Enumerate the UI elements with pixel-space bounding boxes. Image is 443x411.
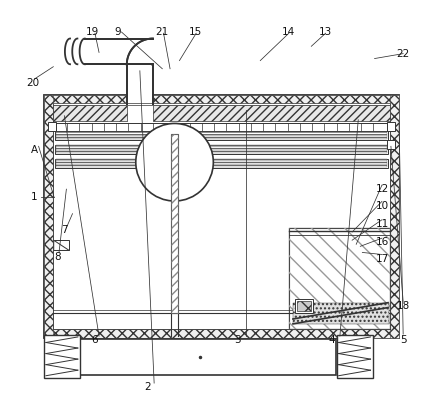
Text: 1: 1 (31, 192, 38, 202)
Bar (289, 228, 390, 329)
Text: 2: 2 (145, 382, 152, 392)
Bar (56, 132, 387, 139)
Polygon shape (54, 240, 69, 250)
Text: 22: 22 (396, 49, 410, 60)
Bar (387, 140, 395, 149)
Bar (55, 159, 388, 168)
Text: 4: 4 (328, 335, 335, 345)
Text: 7: 7 (61, 225, 68, 235)
Bar (48, 122, 56, 131)
Text: 16: 16 (376, 237, 389, 247)
Bar (56, 159, 387, 167)
Bar (44, 95, 53, 338)
Bar (44, 335, 80, 378)
Text: 15: 15 (188, 27, 202, 37)
Text: 9: 9 (114, 27, 120, 37)
Bar (44, 329, 399, 338)
Bar (153, 105, 390, 120)
Bar (171, 134, 178, 313)
Bar (295, 298, 313, 313)
Text: 12: 12 (376, 184, 389, 194)
Text: A: A (31, 145, 38, 155)
Bar (55, 145, 388, 154)
Text: 20: 20 (26, 78, 39, 88)
Bar (293, 302, 389, 324)
Bar (44, 95, 399, 338)
Text: 17: 17 (376, 254, 389, 263)
Text: 8: 8 (54, 252, 61, 261)
Text: 3: 3 (234, 335, 241, 345)
Bar (126, 38, 154, 65)
Circle shape (136, 123, 214, 201)
Text: 10: 10 (376, 201, 389, 210)
Bar (53, 104, 390, 329)
Bar (390, 95, 399, 338)
Bar (53, 103, 390, 105)
Text: 11: 11 (376, 219, 389, 229)
Bar (85, 38, 153, 64)
Bar (53, 105, 127, 120)
Text: 18: 18 (396, 300, 410, 311)
Bar (127, 95, 153, 105)
Text: 13: 13 (319, 27, 332, 37)
Text: 21: 21 (155, 27, 169, 37)
Bar (171, 134, 178, 313)
Bar (44, 95, 399, 104)
Bar (289, 228, 390, 329)
Bar (54, 240, 69, 250)
Text: 19: 19 (86, 27, 100, 37)
Bar (64, 339, 336, 375)
Bar (337, 335, 373, 378)
Text: 14: 14 (282, 27, 295, 37)
Bar (297, 300, 311, 311)
Bar (55, 131, 388, 140)
Text: 6: 6 (92, 335, 98, 345)
Bar (387, 122, 395, 131)
Bar (56, 145, 387, 153)
Bar (55, 122, 388, 136)
Text: 5: 5 (400, 335, 407, 345)
